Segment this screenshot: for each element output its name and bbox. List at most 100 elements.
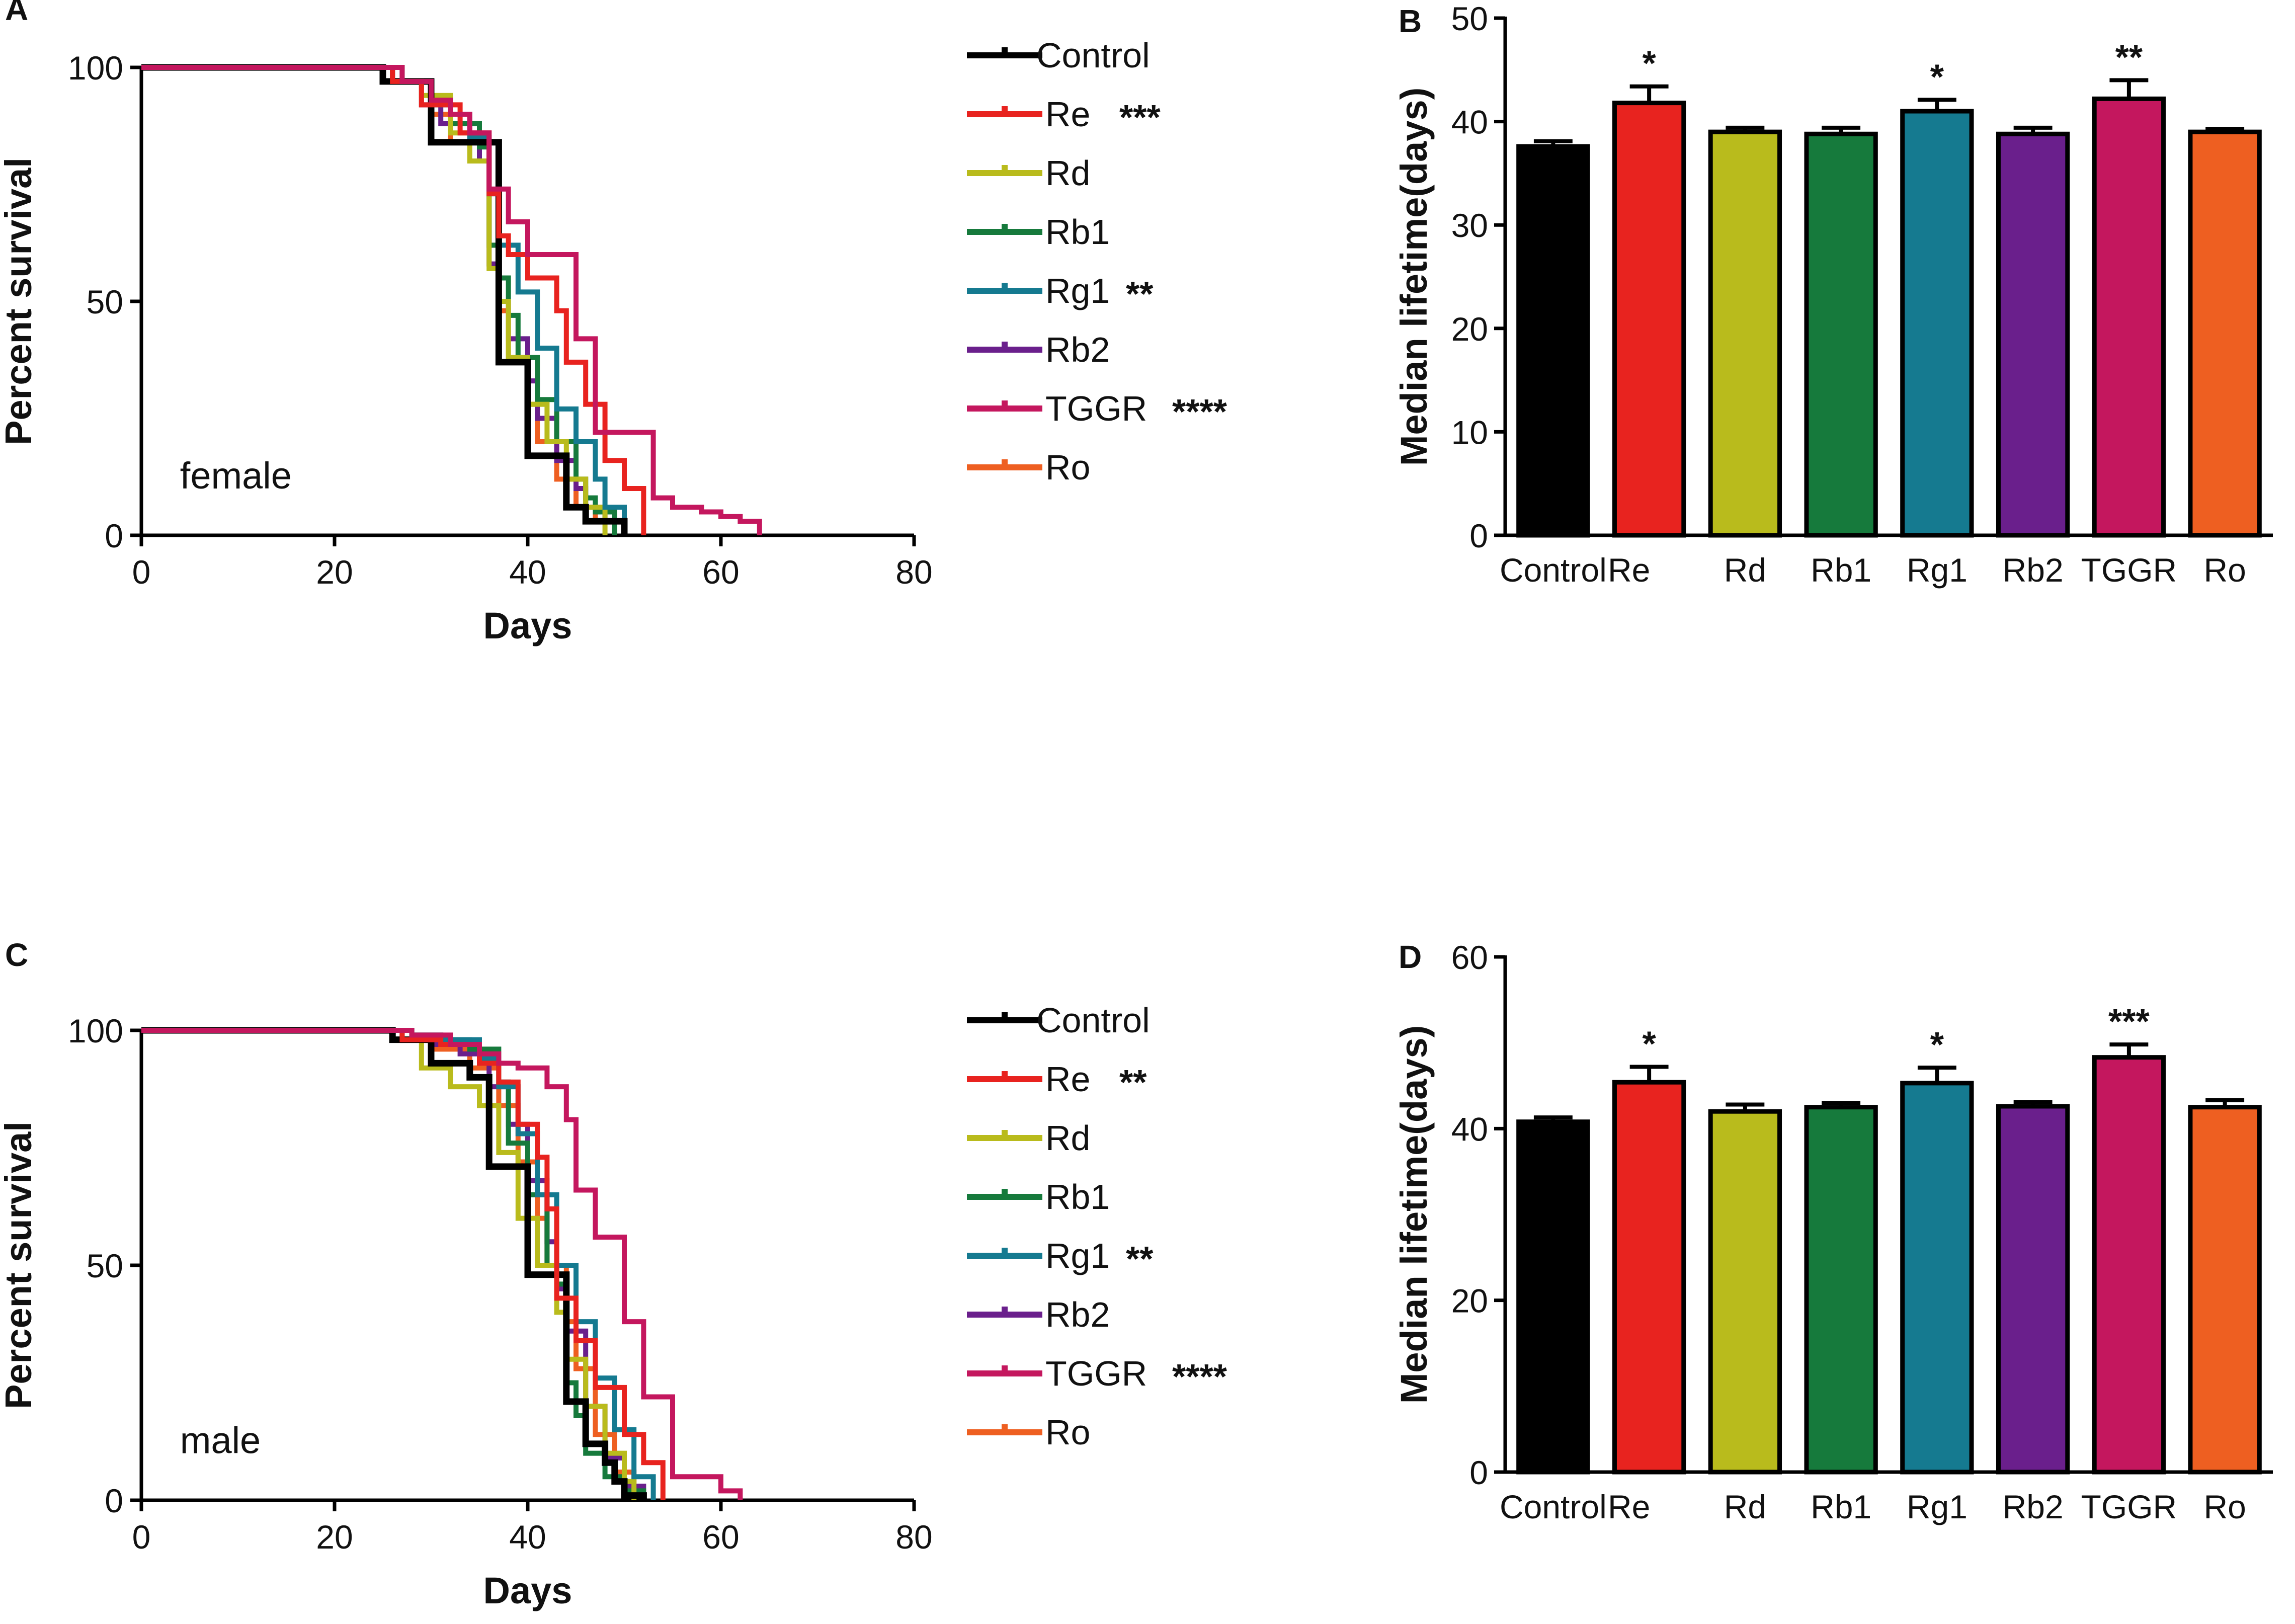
x-tick-label: 40 [509, 1518, 546, 1556]
bar-re [1612, 1080, 1686, 1475]
significance-marker: * [1643, 44, 1657, 83]
category-label-rd: Rd [1724, 551, 1766, 589]
category-label-ro: Ro [2203, 1488, 2246, 1525]
category-label-rg1: Rg1 [1907, 1488, 1968, 1525]
significance-marker: * [1643, 1024, 1657, 1063]
legend-label-control: Control [1036, 36, 1150, 75]
legend-label-rd: Rd [1045, 153, 1090, 193]
category-label-tggr: TGGR [2081, 1488, 2177, 1525]
x-tick-label: 0 [132, 1518, 151, 1556]
y-tick-label: 10 [1451, 414, 1488, 451]
y-tick-label: 50 [87, 1247, 123, 1284]
bar-rb1 [1804, 1105, 1878, 1475]
category-label-control: Control [1500, 1488, 1607, 1525]
x-tick-label: 80 [895, 1518, 932, 1556]
significance-marker: ** [2115, 37, 2143, 76]
y-tick-label: 30 [1451, 207, 1488, 244]
significance-marker: * [1930, 57, 1944, 96]
legend-label-rb1: Rb1 [1045, 212, 1110, 252]
x-tick-label: 40 [509, 553, 546, 591]
survival-curve-control [141, 1027, 647, 1500]
category-label-control: Control [1500, 551, 1607, 589]
legend-significance: **** [1172, 1357, 1227, 1396]
x-tick-label: 60 [702, 553, 739, 591]
y-tick-label: 0 [1469, 1454, 1488, 1491]
category-label-rd: Rd [1724, 1488, 1766, 1525]
bar-control [1516, 144, 1590, 538]
y-axis-title: Median lifetime(days) [1393, 1025, 1435, 1404]
category-label-rb1: Rb1 [1811, 551, 1871, 589]
bar-ro [2188, 1105, 2262, 1475]
legend-significance: ** [1126, 1239, 1154, 1278]
y-tick-label: 0 [105, 1482, 123, 1519]
legend-label-ro: Ro [1045, 448, 1090, 487]
sex-label: male [180, 1420, 261, 1461]
legend-significance: ** [1119, 1063, 1147, 1102]
y-tick-label: 100 [68, 49, 123, 87]
category-label-rb1: Rb1 [1811, 1488, 1871, 1525]
x-tick-label: 20 [316, 1518, 353, 1556]
legend-label-rg1: Rg1 [1045, 271, 1110, 310]
panel-d-median-lifetime-male: D 0 20 40 60 Median lifetime(days) Control Re * R… [1393, 939, 2273, 1525]
legend-label-rd: Rd [1045, 1118, 1090, 1158]
bar-rd [1708, 129, 1782, 538]
y-tick-label: 20 [1451, 1282, 1488, 1320]
sex-label: female [180, 455, 292, 497]
significance-marker: * [1930, 1025, 1944, 1064]
survival-curve-tggr [141, 1028, 743, 1500]
panel-letter: A [5, 0, 28, 27]
legend-label-tggr: TGGR [1045, 389, 1147, 428]
y-tick-label: 60 [1451, 939, 1488, 976]
bar-rg1 [1900, 109, 1974, 538]
category-label-rb2: Rb2 [2003, 551, 2064, 589]
bar-rg1 [1900, 1081, 1974, 1475]
x-tick-label: 20 [316, 553, 353, 591]
legend-label-ro: Ro [1045, 1413, 1090, 1452]
x-axis-title: Days [483, 605, 572, 646]
panel-letter: C [5, 937, 28, 973]
category-label-tggr: TGGR [2081, 551, 2177, 589]
y-tick-label: 40 [1451, 104, 1488, 141]
legend-significance: *** [1119, 98, 1161, 137]
legend-label-re: Re [1045, 95, 1090, 134]
bar-rd [1708, 1109, 1782, 1475]
legend-label-control: Control [1036, 1001, 1150, 1040]
bar-re [1612, 101, 1686, 538]
y-tick-label: 50 [87, 283, 123, 320]
bar-rb2 [1996, 131, 2070, 538]
bar-tggr [2092, 1055, 2166, 1475]
panel-letter: B [1399, 3, 1422, 39]
y-tick-label: 20 [1451, 310, 1488, 348]
x-tick-label: 0 [132, 553, 151, 591]
legend-label-tggr: TGGR [1045, 1354, 1147, 1393]
y-axis-title: Percent survival [0, 1121, 39, 1409]
survival-curve-tggr [141, 65, 762, 535]
panel-c-survival-male: C 0 20 40 60 80 0 50 100 Days Percent survival male… [0, 937, 1227, 1611]
y-tick-label: 0 [105, 517, 123, 554]
x-tick-label: 60 [702, 1518, 739, 1556]
bar-control [1516, 1119, 1590, 1475]
category-label-ro: Ro [2203, 551, 2246, 589]
survival-curve-rd [141, 1028, 637, 1500]
y-tick-label: 40 [1451, 1110, 1488, 1148]
bar-rb1 [1804, 131, 1878, 538]
bar-rb2 [1996, 1104, 2070, 1475]
legend-label-rg1: Rg1 [1045, 1236, 1110, 1275]
category-label-rg1: Rg1 [1907, 551, 1968, 589]
legend-label-rb1: Rb1 [1045, 1177, 1110, 1216]
y-axis-title: Median lifetime(days) [1393, 88, 1435, 466]
y-tick-label: 50 [1451, 0, 1488, 37]
panel-a-survival-female: A 0 20 40 60 80 0 50 100 Days Percent survival fema… [0, 0, 1227, 646]
panel-letter: D [1399, 939, 1422, 975]
legend-label-re: Re [1045, 1060, 1090, 1099]
significance-marker: *** [2108, 1002, 2150, 1041]
legend-significance: ** [1126, 274, 1154, 313]
y-tick-label: 0 [1469, 517, 1488, 554]
x-axis-title: Days [483, 1570, 572, 1611]
x-tick-label: 80 [895, 553, 932, 591]
panel-b-median-lifetime-female: B 0 10 20 30 40 50 Median lifetime(days) Control… [1393, 0, 2273, 589]
bar-ro [2188, 129, 2262, 538]
category-label-re: Re [1608, 1488, 1650, 1525]
bar-tggr [2092, 96, 2166, 538]
